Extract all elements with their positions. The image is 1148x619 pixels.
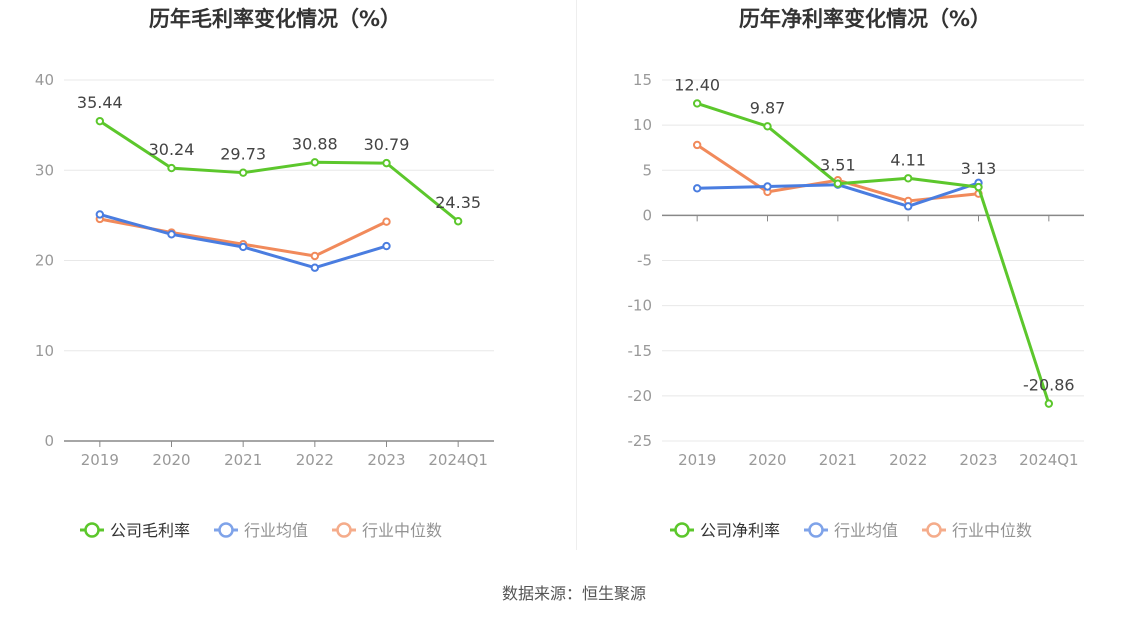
gross-margin-legend-marker	[84, 522, 100, 538]
net-margin-x-tick-label: 2020	[748, 451, 786, 469]
net-margin-x-tick-label: 2023	[959, 451, 997, 469]
net-margin-legend-item-1: 行业均值	[804, 521, 898, 540]
panel-divider	[576, 0, 577, 550]
net-margin-y-tick-label: -20	[628, 387, 653, 405]
gross-margin-legend-item-2: 行业中位数	[332, 521, 442, 540]
net-margin-y-tick-label: 15	[633, 71, 652, 89]
gross-margin-point-2	[310, 251, 320, 261]
gross-margin-y-tick-label: 40	[35, 71, 54, 89]
gross-margin-point-1	[310, 263, 320, 272]
net-margin-data-label: 3.51	[820, 156, 856, 175]
net-margin-x-tick-label: 2024Q1	[1019, 451, 1079, 469]
net-margin-title: 历年净利率变化情况（%）	[739, 7, 991, 31]
net-margin-x-tick-label: 2021	[819, 451, 857, 469]
net-margin-legend-marker	[808, 522, 824, 538]
net-margin-data-label: -20.86	[1023, 376, 1075, 395]
net-margin-legend-item-2: 行业中位数	[922, 521, 1032, 540]
net-margin-y-tick-label: 5	[642, 161, 652, 179]
net-margin-series-line-0	[696, 102, 1051, 405]
gross-margin-data-label: 24.35	[435, 193, 481, 212]
net-margin-data-label: 12.40	[674, 75, 720, 94]
net-margin-y-tick-label: 0	[642, 206, 652, 224]
net-margin-chart: 历年净利率变化情况（%） -25 -20 -15 -10 -5 0 5 10 15 2019 2020…	[628, 7, 1084, 540]
net-margin-point-0	[974, 182, 983, 192]
gross-margin-point-0	[167, 163, 176, 173]
gross-margin-point-0	[453, 217, 463, 226]
net-margin-data-label: 9.87	[750, 98, 786, 117]
gross-margin-x-tick-label: 2024Q1	[428, 451, 488, 469]
net-margin-data-label: 4.11	[890, 150, 926, 169]
gross-margin-x-tick-label: 2022	[296, 451, 334, 469]
gross-margin-point-0	[238, 168, 248, 177]
gross-margin-x-tick-label: 2020	[152, 451, 190, 469]
net-margin-legend-item-0: 公司净利率	[670, 521, 780, 540]
gross-margin-point-1	[382, 241, 391, 251]
net-margin-legend-label: 行业均值	[834, 521, 898, 540]
gross-margin-data-label: 30.79	[364, 135, 410, 154]
net-margin-point-1	[763, 182, 772, 191]
net-margin-y-tick-label: -25	[628, 432, 653, 450]
net-margin-point-0	[692, 99, 702, 108]
gross-margin-data-label: 30.88	[292, 134, 338, 153]
net-margin-point-0	[833, 179, 843, 188]
gross-margin-y-tick-label: 20	[35, 252, 54, 270]
net-margin-legend-marker	[926, 522, 942, 538]
gross-margin-legend-item-0: 公司毛利率	[80, 521, 190, 540]
gross-margin-point-0	[382, 158, 391, 168]
gross-margin-point-0	[310, 158, 320, 167]
net-margin-point-0	[763, 122, 772, 131]
gross-margin-y-tick-label: 30	[35, 161, 54, 179]
gross-margin-y-tick-label: 0	[44, 432, 54, 450]
net-margin-legend-label: 公司净利率	[700, 521, 780, 540]
net-margin-x-tick-label: 2019	[678, 451, 716, 469]
gross-margin-data-label: 29.73	[220, 145, 266, 164]
gross-margin-x-tick-label: 2021	[224, 451, 262, 469]
net-margin-point-1	[903, 202, 913, 211]
gross-margin-title: 历年毛利率变化情况（%）	[149, 7, 401, 31]
gross-margin-point-0	[95, 116, 105, 126]
net-margin-y-tick-label: 10	[633, 116, 652, 134]
source-note: 数据来源：恒生聚源	[501, 584, 646, 603]
net-margin-y-tick-label: -10	[628, 297, 653, 315]
gross-margin-point-1	[95, 210, 105, 219]
gross-margin-point-1	[167, 230, 176, 239]
gross-margin-legend-label: 行业均值	[244, 521, 308, 540]
net-margin-y-tick-label: -15	[628, 342, 653, 360]
gross-margin-x-tick-label: 2019	[81, 451, 119, 469]
gross-margin-legend-marker	[336, 522, 352, 538]
net-margin-data-label: 3.13	[961, 159, 997, 178]
gross-margin-x-tick-label: 2023	[367, 451, 405, 469]
gross-margin-point-2	[382, 217, 391, 226]
net-margin-point-0	[903, 174, 913, 183]
net-margin-point-1	[692, 184, 702, 193]
gross-margin-legend-label: 公司毛利率	[110, 521, 190, 540]
gross-margin-series-line-0	[99, 119, 460, 223]
net-margin-x-tick-label: 2022	[889, 451, 927, 469]
gross-margin-legend-item-1: 行业均值	[214, 521, 308, 540]
net-margin-point-0	[1044, 399, 1054, 408]
net-margin-y-tick-label: -5	[637, 252, 652, 270]
gross-margin-data-label: 35.44	[77, 93, 123, 112]
gross-margin-data-label: 30.24	[149, 140, 195, 159]
net-margin-legend-label: 行业中位数	[952, 521, 1032, 540]
gross-margin-chart: 历年毛利率变化情况（%） 0 10 20 30 40 2019 2020 2021 2022 202…	[35, 7, 494, 540]
net-margin-legend-marker	[674, 522, 690, 538]
net-margin-point-2	[692, 140, 702, 150]
gross-margin-legend-label: 行业中位数	[362, 521, 442, 540]
gross-margin-y-tick-label: 10	[35, 342, 54, 360]
gross-margin-legend-marker	[218, 522, 234, 538]
gross-margin-point-1	[238, 242, 248, 252]
